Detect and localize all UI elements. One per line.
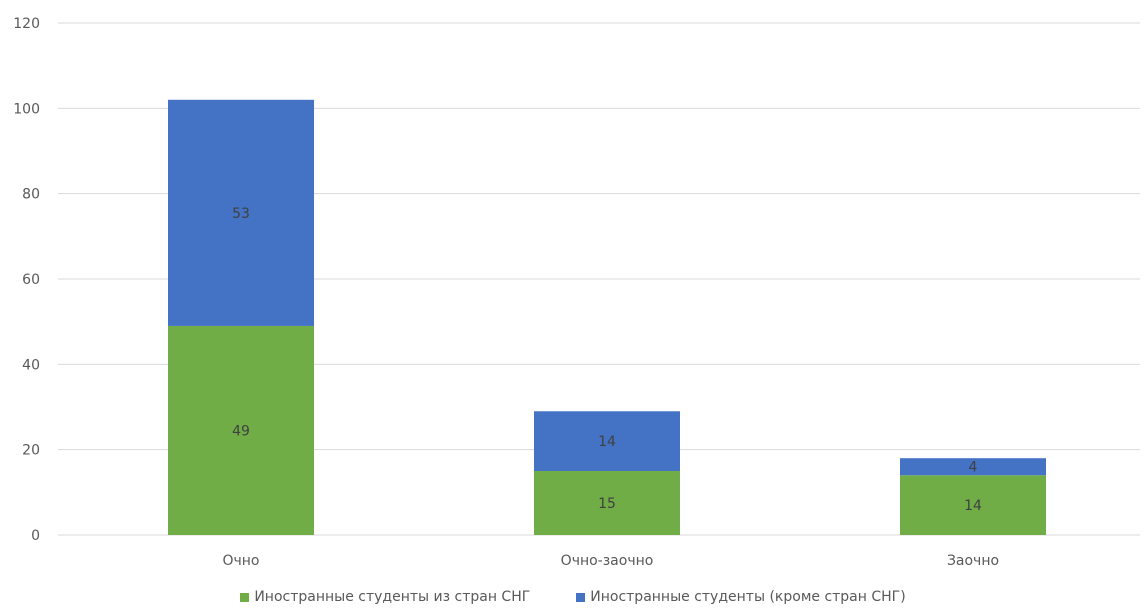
bar-2-series-0 — [900, 475, 1046, 535]
y-tick-label-20: 20 — [22, 443, 40, 459]
legend-swatch-series-0 — [240, 592, 250, 602]
bar-2-series-1 — [900, 458, 1046, 476]
bar-0-series-1 — [168, 99, 314, 326]
data-label-1-series-0: 15 — [598, 496, 616, 512]
legend-item-series-0: Иностранные студенты из стран СНГ — [240, 588, 530, 606]
legend-item-series-1: Иностранные студенты (кроме стран СНГ) — [576, 588, 906, 606]
data-label-2-series-0: 14 — [964, 498, 982, 514]
legend-swatch-series-1 — [576, 592, 586, 602]
x-category-label-1: Очно-заочно — [561, 553, 654, 569]
legend-label-series-1: Иностранные студенты (кроме стран СНГ) — [590, 589, 906, 605]
data-label-2-series-1: 4 — [969, 460, 978, 476]
y-tick-label-60: 60 — [22, 272, 40, 288]
data-label-1-series-1: 14 — [598, 434, 616, 450]
data-label-0-series-0: 49 — [232, 423, 250, 439]
data-labels: 49 53 15 14 14 4 — [232, 206, 982, 514]
y-tick-label-80: 80 — [22, 187, 40, 203]
bar-1-series-1 — [534, 411, 680, 471]
y-tick-label-120: 120 — [13, 16, 40, 32]
y-tick-label-0: 0 — [31, 528, 40, 544]
x-axis-categories: Очно Очно-заочно Заочно — [222, 553, 999, 569]
y-axis-ticks: 0 20 40 60 80 100 120 — [13, 16, 40, 544]
y-tick-label-100: 100 — [13, 101, 40, 117]
bar-0-series-0 — [168, 325, 314, 535]
x-category-label-2: Заочно — [947, 553, 999, 569]
legend: Иностранные студенты из стран СНГ Иностр… — [0, 588, 1146, 606]
bars — [168, 99, 1046, 535]
x-category-label-0: Очно — [222, 553, 259, 569]
legend-label-series-0: Иностранные студенты из стран СНГ — [254, 589, 531, 605]
data-label-0-series-1: 53 — [232, 206, 250, 222]
bar-1-series-0 — [534, 471, 680, 535]
y-tick-label-40: 40 — [22, 357, 40, 373]
